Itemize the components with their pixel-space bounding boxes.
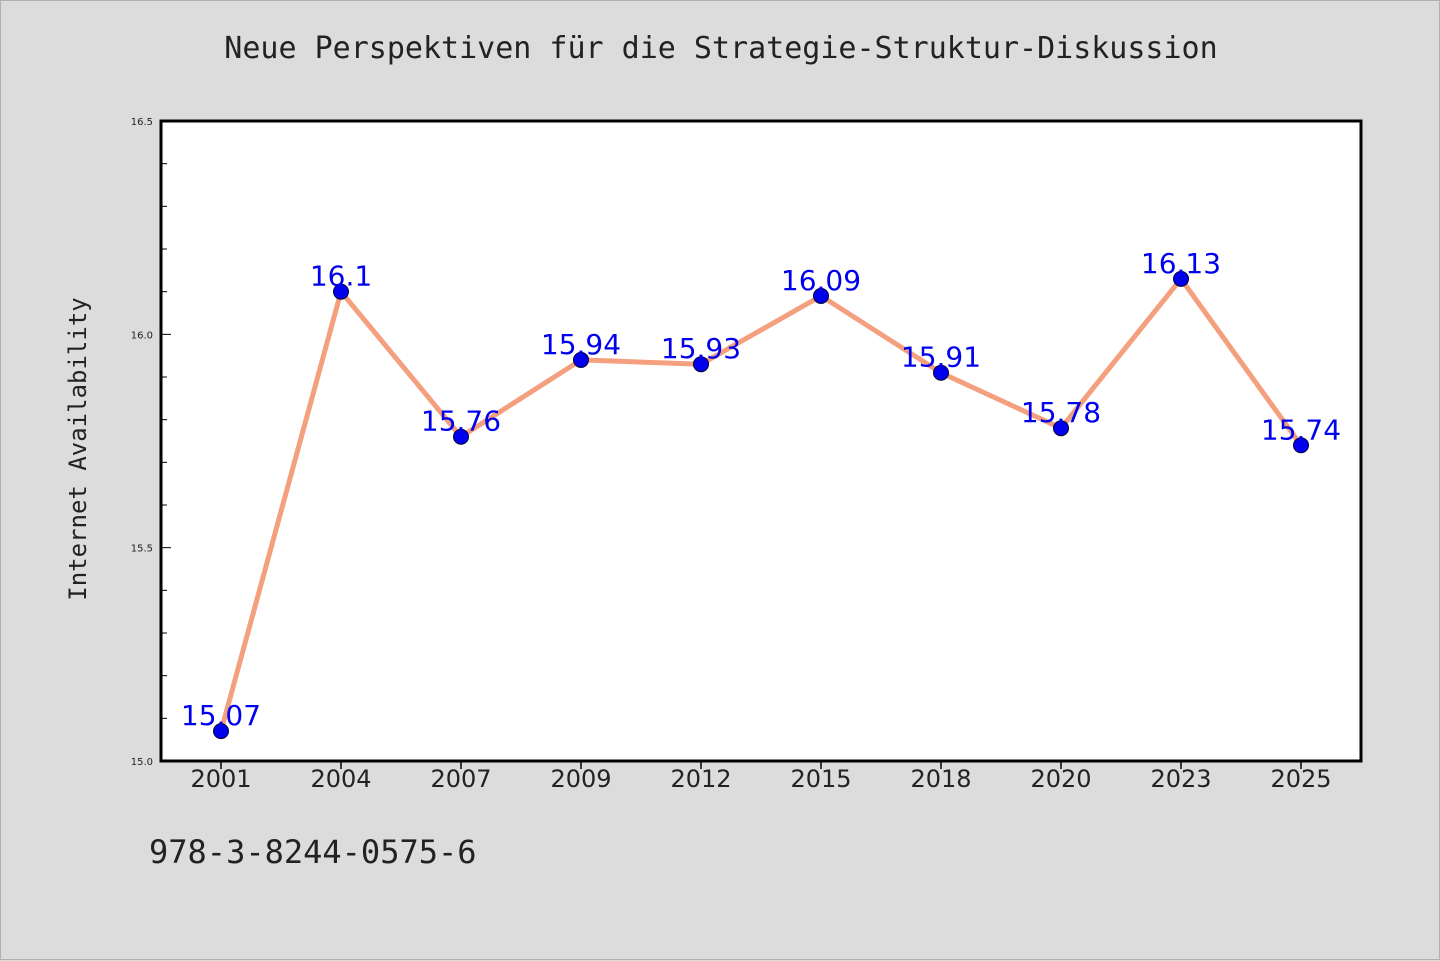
data-point (933, 364, 949, 381)
x-tick-label: 2023 (1150, 765, 1211, 793)
series-line (218, 276, 1304, 732)
y-tick-label: 16.0 (131, 330, 153, 341)
data-label: 16.09 (781, 264, 861, 297)
x-tick-label: 2001 (190, 765, 251, 793)
data-point (693, 356, 709, 373)
x-tick-label: 2012 (670, 765, 731, 793)
x-tick-label: 2004 (310, 765, 371, 793)
data-label: 15.94 (541, 328, 621, 361)
series-layer (213, 270, 1309, 740)
data-label: 15.74 (1261, 413, 1341, 446)
y-axis-ticks: 15.0 15.5 16.0 16.5 (131, 117, 171, 768)
isbn-text: 978-3-8244-0575-6 (149, 833, 477, 871)
x-tick-label: 2015 (790, 765, 851, 793)
data-label: 15.93 (661, 332, 741, 365)
data-point (333, 283, 349, 300)
data-labels: 15.07 16.1 15.76 15.94 15.93 16.09 15.91 15.78 1… (181, 247, 1341, 732)
y-tick-label: 15.0 (131, 757, 153, 768)
x-tick-label: 2007 (430, 765, 491, 793)
data-label: 16.1 (310, 260, 372, 293)
data-label: 15.07 (181, 699, 261, 732)
x-tick-label: 2018 (910, 765, 971, 793)
data-point (1053, 420, 1069, 437)
plot-area (159, 119, 1363, 763)
x-tick-label: 2009 (550, 765, 611, 793)
data-label: 16.13 (1141, 247, 1221, 280)
data-point (813, 287, 829, 304)
data-point (1173, 270, 1189, 287)
data-label: 15.76 (421, 405, 501, 438)
y-tick-label: 16.5 (131, 117, 153, 128)
data-point (573, 351, 589, 368)
x-tick-label: 2020 (1030, 765, 1091, 793)
data-label: 15.91 (901, 341, 981, 374)
data-label: 15.78 (1021, 396, 1101, 429)
data-point (213, 723, 229, 740)
y-tick-label: 15.5 (131, 544, 153, 555)
x-axis-ticks: 2001 2004 2007 2009 2012 2015 2018 2020 2023 2025 (190, 761, 1332, 793)
x-tick-label: 2025 (1270, 765, 1331, 793)
chart-title: Neue Perspektiven für die Strategie-Stru… (224, 31, 1218, 66)
data-point (453, 428, 469, 445)
y-axis-title: Internet Availability (64, 297, 92, 600)
data-point (1293, 437, 1309, 454)
